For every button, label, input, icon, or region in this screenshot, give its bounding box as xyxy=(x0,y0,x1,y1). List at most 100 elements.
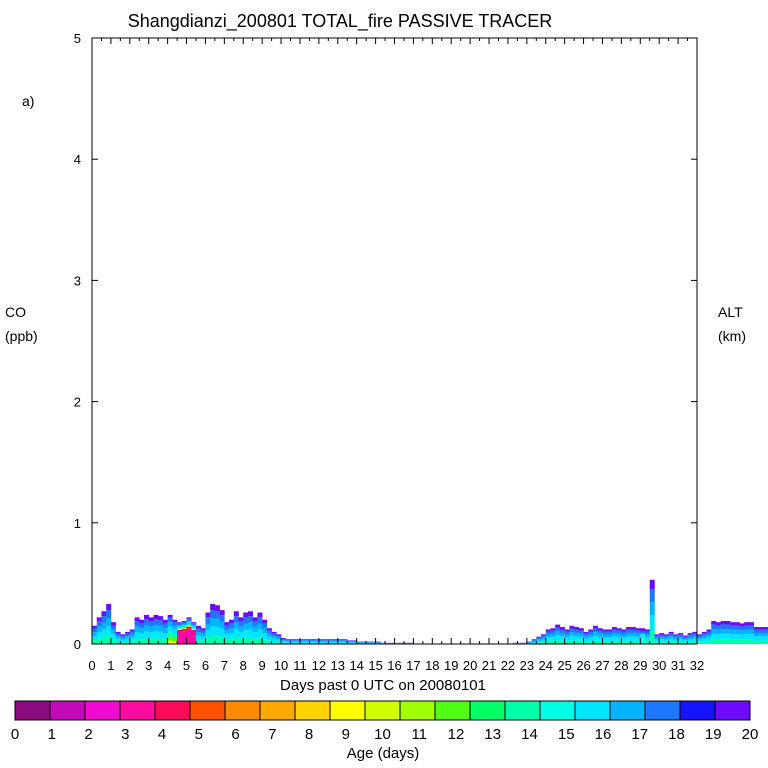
colorbar-tick-label: 8 xyxy=(305,726,313,743)
bar-segment xyxy=(720,624,726,630)
colorbar-tick-labels: 0 1 2 3 4 5 6 7 8 9 10 11 12 13 14 15 16 17 18 19 20 xyxy=(11,726,759,743)
bar-segment xyxy=(706,631,712,635)
bar-segment xyxy=(328,640,334,642)
bar-segment xyxy=(692,636,698,639)
bar-segment xyxy=(96,626,102,633)
time-bar xyxy=(744,622,750,644)
y-axis-label: CO xyxy=(5,304,26,320)
bar-segment xyxy=(186,629,192,644)
bar-segment xyxy=(96,632,102,639)
bar-segment xyxy=(663,642,669,644)
time-bar xyxy=(550,628,556,644)
bar-segment xyxy=(290,639,296,641)
colorbar-swatch xyxy=(84,700,121,721)
bar-segment xyxy=(711,624,717,630)
time-bar xyxy=(139,619,145,644)
bar-segment xyxy=(167,636,173,641)
y-axis-units: (ppb) xyxy=(5,328,38,344)
bar-segment xyxy=(763,636,768,641)
time-bar xyxy=(110,622,116,644)
bar-segment xyxy=(191,622,197,624)
bar-segment xyxy=(748,634,755,640)
bar-segment xyxy=(668,641,674,644)
bar-segment xyxy=(668,638,674,642)
bar-segment xyxy=(110,622,116,626)
bar-segment xyxy=(748,639,755,644)
bar-segment xyxy=(744,622,750,626)
bar-segment xyxy=(314,640,320,642)
bar-segment xyxy=(626,640,632,644)
time-bar xyxy=(649,579,655,644)
bar-segment xyxy=(725,620,731,625)
bar-segment xyxy=(763,640,768,644)
bar-segment xyxy=(635,633,641,637)
bar-segment xyxy=(678,634,684,637)
bar-segment xyxy=(271,631,277,634)
bar-segment xyxy=(692,633,698,637)
bar-segment xyxy=(734,634,740,640)
bar-segment xyxy=(645,629,651,632)
bar-segment xyxy=(559,627,565,630)
x-tick-label: 22 xyxy=(501,658,515,673)
bar-segment xyxy=(148,632,154,639)
bar-segment xyxy=(654,639,660,643)
bar-segment xyxy=(167,626,173,633)
bar-segment xyxy=(219,610,225,616)
bar-segment xyxy=(730,625,736,630)
bar-segment xyxy=(711,620,717,625)
bar-segment xyxy=(110,634,116,640)
bar-segment xyxy=(195,625,202,629)
bar-segment xyxy=(318,640,324,642)
bar-segment xyxy=(347,640,353,642)
bar-segment xyxy=(550,633,556,637)
x-tick-label: 9 xyxy=(259,658,266,673)
bar-segment xyxy=(588,631,594,635)
time-bar xyxy=(753,627,759,644)
x-tick-label: 26 xyxy=(576,658,590,673)
bar-segment xyxy=(659,636,665,640)
time-bar xyxy=(181,620,187,644)
x-tick-label: 15 xyxy=(368,658,382,673)
bar-segment xyxy=(593,640,599,644)
bar-segment xyxy=(682,642,688,644)
bar-segment xyxy=(337,640,343,642)
bar-segment xyxy=(531,639,537,641)
bar-segment xyxy=(611,636,617,641)
bar-segment xyxy=(257,612,263,618)
x-axis-label: Days past 0 UTC on 20080101 xyxy=(280,677,486,694)
bar-segment xyxy=(205,617,211,624)
time-bar xyxy=(730,622,736,644)
bar-segment xyxy=(739,630,745,635)
bar-segment xyxy=(276,637,282,640)
bar-segment xyxy=(607,629,613,632)
x-tick-label: 3 xyxy=(145,658,152,673)
bar-segment xyxy=(663,635,669,638)
bar-segment xyxy=(602,634,608,638)
bar-segment xyxy=(224,629,230,635)
colorbar-swatch xyxy=(259,700,296,721)
bar-segment xyxy=(262,633,268,640)
bar-segment xyxy=(758,627,764,630)
bar-segment xyxy=(120,642,126,644)
bar-segment xyxy=(616,640,622,644)
x-tick-label: 10 xyxy=(274,658,288,673)
bar-segment xyxy=(536,642,542,644)
bar-segment xyxy=(611,629,617,633)
x-tick-label: 32 xyxy=(690,658,704,673)
bar-segment xyxy=(186,626,192,630)
bar-segment xyxy=(663,637,669,640)
bar-segment xyxy=(687,636,693,640)
bar-segment xyxy=(645,637,651,642)
bar-segment xyxy=(739,623,745,627)
bar-segment xyxy=(649,579,655,590)
bar-segment xyxy=(304,639,310,641)
bar-segment xyxy=(191,623,197,626)
bar-segment xyxy=(597,633,603,637)
bar-segment xyxy=(725,629,731,634)
bar-segment xyxy=(753,632,759,637)
bar-segment xyxy=(602,629,608,632)
bar-segment xyxy=(616,636,622,641)
bar-segment xyxy=(578,636,584,641)
bar-segment xyxy=(224,639,230,644)
